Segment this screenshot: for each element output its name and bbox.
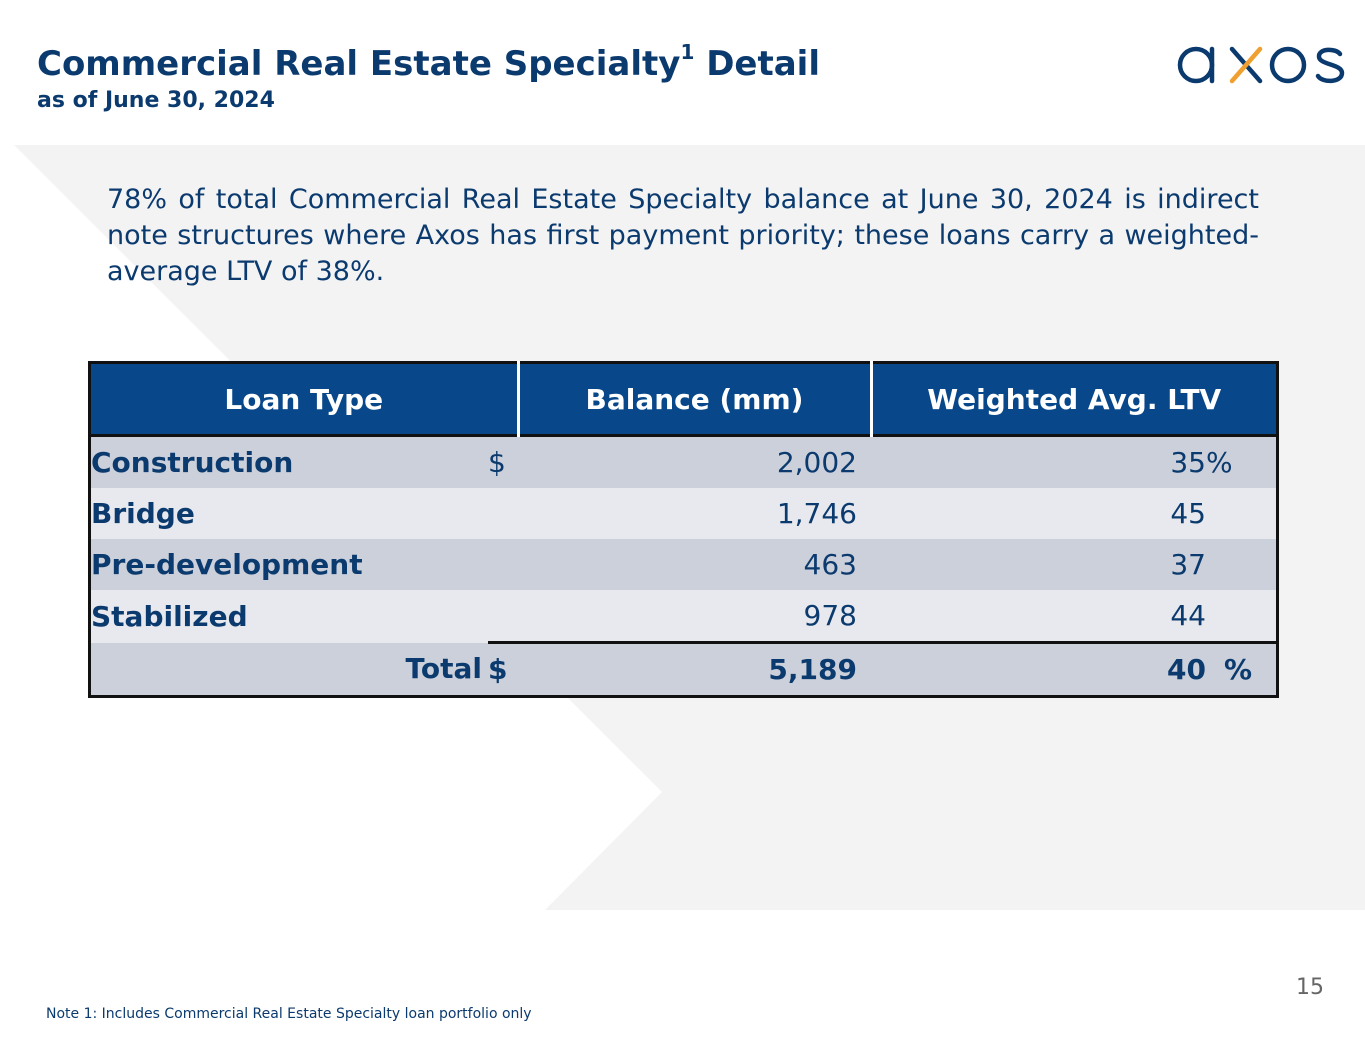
table-row: Construction $ 2,002 35 % <box>89 435 1278 488</box>
table-row: Bridge 1,746 45 <box>89 488 1278 539</box>
column-header-loan-type: Loan Type <box>89 362 518 436</box>
ltv-cell: 44 <box>871 590 1206 643</box>
loan-type-cell: Construction <box>89 435 488 488</box>
total-row: Total $ 5,189 40 % <box>89 641 1278 697</box>
page-title: Commercial Real Estate Specialty1 Detail <box>37 40 820 84</box>
percent-cell <box>1206 488 1278 539</box>
page-subtitle: as of June 30, 2024 <box>37 88 275 113</box>
column-header-ltv: Weighted Avg. LTV <box>869 362 1278 436</box>
total-ltv: 40 <box>871 641 1206 697</box>
loan-type-cell: Stabilized <box>89 590 488 643</box>
balance-cell: 463 <box>518 539 857 590</box>
table-header-row: Loan Type Balance (mm) Weighted Avg. LTV <box>89 362 1278 436</box>
percent-cell <box>1206 590 1278 643</box>
loan-type-cell: Pre-development <box>89 539 488 590</box>
currency-cell <box>488 539 518 590</box>
percent-cell: % <box>1206 435 1278 488</box>
ltv-cell: 45 <box>871 488 1206 539</box>
ltv-cell: 37 <box>871 539 1206 590</box>
page-number: 15 <box>1296 975 1324 1000</box>
table-row: Pre-development 463 37 <box>89 539 1278 590</box>
loan-table: Loan Type Balance (mm) Weighted Avg. LTV… <box>88 361 1279 698</box>
percent-cell <box>1206 539 1278 590</box>
currency-cell: $ <box>488 435 518 488</box>
loan-type-cell: Bridge <box>89 488 488 539</box>
total-percent: % <box>1206 641 1278 697</box>
column-header-balance: Balance (mm) <box>516 362 871 436</box>
footnote: Note 1: Includes Commercial Real Estate … <box>46 1006 532 1022</box>
intro-paragraph: 78% of total Commercial Real Estate Spec… <box>107 184 1259 287</box>
total-currency: $ <box>488 641 518 697</box>
currency-cell <box>488 590 518 643</box>
ltv-cell: 35 <box>871 435 1206 488</box>
total-balance: 5,189 <box>518 641 857 697</box>
balance-cell: 1,746 <box>518 488 857 539</box>
balance-cell: 2,002 <box>518 435 857 488</box>
balance-cell: 978 <box>518 590 857 643</box>
title-footnote-marker: 1 <box>680 40 695 64</box>
total-label: Total <box>89 642 488 697</box>
currency-cell <box>488 488 518 539</box>
axos-logo-icon <box>1177 46 1345 84</box>
table-row: Stabilized 978 44 <box>89 590 1278 643</box>
